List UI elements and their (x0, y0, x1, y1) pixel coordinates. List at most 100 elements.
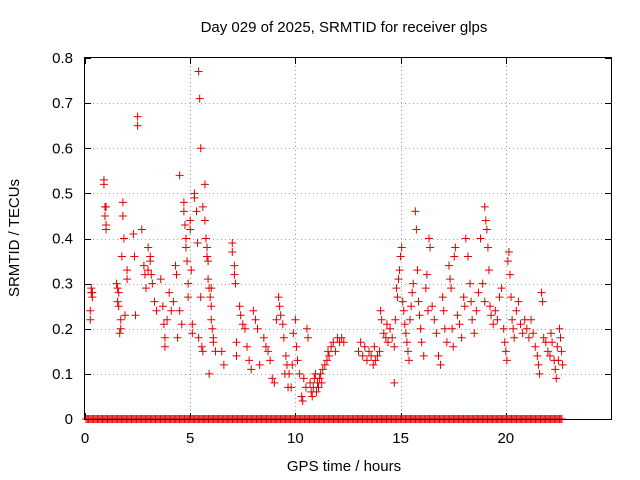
data-point (160, 333, 169, 342)
data-point (195, 94, 204, 103)
data-point (556, 333, 565, 342)
data-point (245, 356, 254, 365)
data-point (179, 207, 188, 216)
data-point (537, 288, 546, 297)
data-point (354, 347, 363, 356)
data-point (86, 306, 95, 315)
data-point (543, 347, 552, 356)
data-point (102, 225, 111, 234)
data-point (480, 202, 489, 211)
data-point (196, 144, 205, 153)
data-point (315, 374, 324, 383)
data-point (457, 333, 466, 342)
data-point (399, 306, 408, 315)
data-point (375, 347, 384, 356)
data-point (243, 342, 252, 351)
data-point (146, 257, 155, 266)
data-point (165, 288, 174, 297)
data-point (113, 297, 122, 306)
data-point (278, 320, 287, 329)
data-point (466, 279, 475, 288)
data-point (187, 266, 196, 275)
data-point (444, 261, 453, 270)
data-point (100, 211, 109, 220)
data-point (184, 293, 193, 302)
data-point (518, 329, 527, 338)
data-point (285, 369, 294, 378)
data-point (120, 311, 129, 320)
data-point (403, 347, 412, 356)
data-point (405, 356, 414, 365)
data-point (261, 342, 270, 351)
data-point (236, 311, 245, 320)
data-point (491, 306, 500, 315)
y-tick-label: 0.1 (52, 366, 73, 383)
data-point (197, 342, 206, 351)
data-point (192, 207, 201, 216)
y-tick-label: 0.5 (52, 185, 73, 202)
data-point (398, 297, 407, 306)
x-tick-label: 5 (186, 430, 194, 447)
data-point (478, 279, 487, 288)
y-tick-label: 0 (65, 411, 73, 428)
data-point (251, 315, 260, 324)
data-point (130, 252, 139, 261)
data-point (448, 324, 457, 333)
data-point (159, 320, 168, 329)
data-point (388, 333, 397, 342)
x-tick-label: 10 (287, 430, 304, 447)
data-point (293, 356, 302, 365)
data-point (483, 243, 492, 252)
data-point (414, 297, 423, 306)
data-point (397, 243, 406, 252)
data-point (382, 320, 391, 329)
data-point (231, 279, 240, 288)
data-point (407, 302, 416, 311)
data-point (147, 270, 156, 279)
data-point (175, 171, 184, 180)
data-point (495, 293, 504, 302)
data-point (86, 315, 95, 324)
data-point (508, 315, 517, 324)
y-axis-label: SRMTID / TECUs (6, 179, 23, 297)
data-point (460, 302, 469, 311)
data-point (268, 374, 277, 383)
data-point (209, 338, 218, 347)
data-point (476, 234, 485, 243)
data-point (173, 333, 182, 342)
data-point (142, 284, 151, 293)
data-point (194, 333, 203, 342)
data-point (401, 329, 410, 338)
data-point (514, 297, 523, 306)
data-point (386, 324, 395, 333)
data-point (198, 202, 207, 211)
data-point (392, 284, 401, 293)
data-point (249, 306, 258, 315)
data-point (534, 360, 543, 369)
data-point (395, 266, 404, 275)
data-point (512, 306, 521, 315)
data-point (555, 324, 564, 333)
data-point (299, 374, 308, 383)
data-point (201, 234, 210, 243)
data-point (480, 297, 489, 306)
data-point (533, 351, 542, 360)
data-point (422, 270, 431, 279)
data-point (235, 302, 244, 311)
data-point (205, 369, 214, 378)
data-point (179, 198, 188, 207)
data-point (409, 279, 418, 288)
data-point (402, 338, 411, 347)
data-point (423, 306, 432, 315)
data-point (114, 288, 123, 297)
data-point (139, 261, 148, 270)
data-point (207, 315, 216, 324)
data-point (497, 284, 506, 293)
data-point (137, 225, 146, 234)
data-point (509, 324, 518, 333)
data-point (426, 243, 435, 252)
data-point (415, 311, 424, 320)
data-point (358, 351, 367, 360)
data-point (171, 261, 180, 270)
